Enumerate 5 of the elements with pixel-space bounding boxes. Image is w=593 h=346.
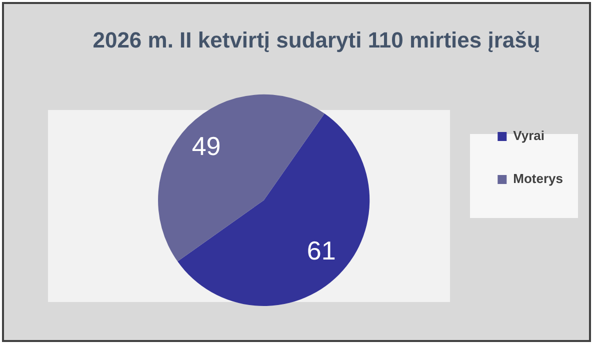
data-label: 49 <box>192 131 221 162</box>
data-label: 61 <box>306 236 336 266</box>
chart-title: 2026 m. II ketvirtį sudaryti 110 mirties įrašų <box>92 27 540 52</box>
legend-label: Vyrai <box>513 128 544 144</box>
legend-label: Moterys <box>513 171 564 186</box>
